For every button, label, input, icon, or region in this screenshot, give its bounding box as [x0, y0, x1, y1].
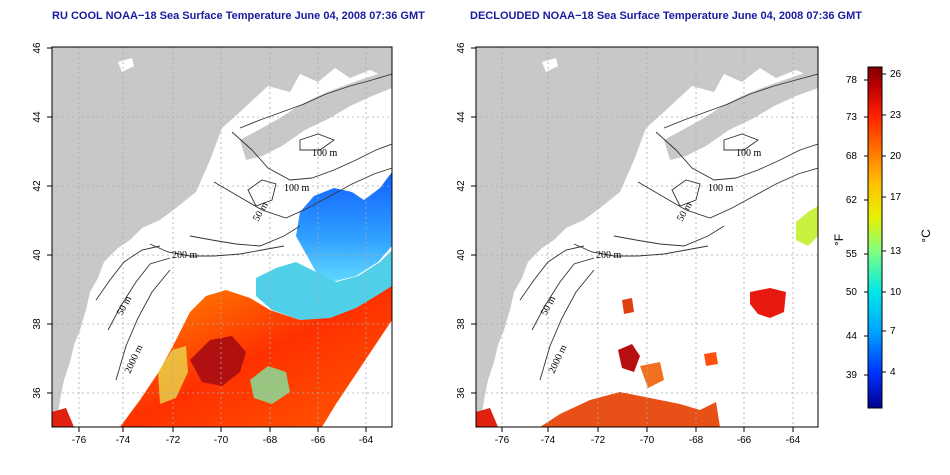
sst-patch	[622, 298, 634, 314]
left-map-panel: 100 m 100 m 50 m 200 m 50 m 2000 m -76 -…	[32, 42, 393, 446]
celsius-tick: 7	[890, 326, 896, 337]
y-tick-label: 36	[456, 387, 467, 399]
fahrenheit-tick: 39	[846, 370, 858, 381]
fahrenheit-tick: 62	[846, 195, 858, 206]
x-tick-label: -76	[495, 435, 510, 446]
x-tick-label: -66	[737, 435, 752, 446]
x-tick-label: -76	[72, 435, 87, 446]
sst-cool-fringe	[256, 250, 392, 320]
right-map-title: DECLOUDED NOAA−18 Sea Surface Temperatur…	[470, 10, 862, 22]
right-map-panel: 100 m 100 m 50 m 200 m 50 m 2000 m -76 -…	[456, 42, 819, 446]
sst-warm-swath	[120, 286, 392, 427]
x-tick-label: -64	[359, 435, 374, 446]
celsius-tick: 23	[890, 110, 902, 121]
fahrenheit-tick: 73	[846, 112, 858, 123]
fahrenheit-tick: 68	[846, 151, 858, 162]
sst-patch	[750, 288, 786, 318]
contour-label: 100 m	[284, 183, 310, 194]
lake	[542, 58, 558, 72]
y-tick-label: 38	[456, 318, 467, 330]
x-tick-label: -64	[786, 435, 801, 446]
celsius-tick: 4	[890, 367, 896, 378]
lake	[118, 58, 134, 72]
sst-patch	[476, 408, 498, 427]
left-map-title: RU COOL NOAA−18 Sea Surface Temperature …	[52, 10, 425, 22]
sst-corner-warm	[52, 408, 74, 427]
sst-green-patch	[250, 366, 290, 404]
contour-label: 50 m	[115, 294, 134, 317]
y-tick-label: 40	[456, 249, 467, 261]
sst-patch	[618, 344, 640, 372]
fahrenheit-tick: 55	[846, 249, 858, 260]
celsius-tick: 10	[890, 287, 902, 298]
nova-scotia	[240, 70, 392, 160]
bathymetry-contours	[95, 73, 392, 381]
contour-label: 2000 m	[123, 343, 146, 375]
celsius-tick: 26	[890, 69, 902, 80]
y-tick-label: 46	[32, 42, 43, 54]
fahrenheit-tick: 44	[846, 331, 858, 342]
x-tick-label: -72	[166, 435, 181, 446]
left-map-frame	[51, 46, 393, 428]
sst-patch	[704, 352, 718, 366]
y-tick-label: 44	[456, 111, 467, 123]
sst-patch	[796, 206, 818, 246]
contour-label: 200 m	[596, 250, 622, 261]
sst-cool-swath	[296, 172, 392, 282]
grid-lines	[476, 47, 818, 427]
x-tick-label: -74	[541, 435, 556, 446]
x-tick-label: -70	[214, 435, 229, 446]
sst-patch	[640, 362, 664, 388]
contour-label: 100 m	[736, 148, 762, 159]
sst-mixed-patch	[158, 346, 188, 404]
fahrenheit-label: °F	[832, 234, 846, 246]
y-tick-label: 40	[32, 249, 43, 261]
y-tick-label: 42	[32, 180, 43, 192]
sst-patch	[540, 392, 720, 427]
contour-label: 2000 m	[547, 343, 570, 375]
x-tick-label: -68	[263, 435, 278, 446]
sst-hot-core	[190, 336, 246, 386]
nova-scotia	[664, 70, 818, 160]
x-tick-label: -70	[640, 435, 655, 446]
land-mass	[476, 47, 818, 427]
bathymetry-contours	[519, 73, 818, 381]
temperature-colorbar: 78 73 68 62 55 50 44 39 26 23 20 17 13 1…	[832, 66, 933, 409]
contour-label: 200 m	[172, 250, 198, 261]
celsius-tick: 13	[890, 246, 902, 257]
celsius-tick: 17	[890, 192, 902, 203]
y-tick-label: 38	[32, 318, 43, 330]
x-tick-label: -74	[116, 435, 131, 446]
fahrenheit-tick: 50	[846, 287, 858, 298]
colorbar-gradient	[867, 66, 883, 409]
contour-label: 50 m	[539, 294, 558, 317]
x-tick-label: -72	[591, 435, 606, 446]
x-tick-label: -68	[689, 435, 704, 446]
celsius-tick: 20	[890, 151, 902, 162]
contour-label: 100 m	[312, 148, 338, 159]
y-tick-label: 44	[32, 111, 43, 123]
x-tick-label: -66	[311, 435, 326, 446]
y-tick-label: 42	[456, 180, 467, 192]
y-tick-label: 36	[32, 387, 43, 399]
fahrenheit-tick: 78	[846, 75, 858, 86]
y-tick-label: 46	[456, 42, 467, 54]
contour-label: 100 m	[708, 183, 734, 194]
celsius-label: °C	[919, 229, 933, 243]
land-mass	[52, 47, 392, 427]
